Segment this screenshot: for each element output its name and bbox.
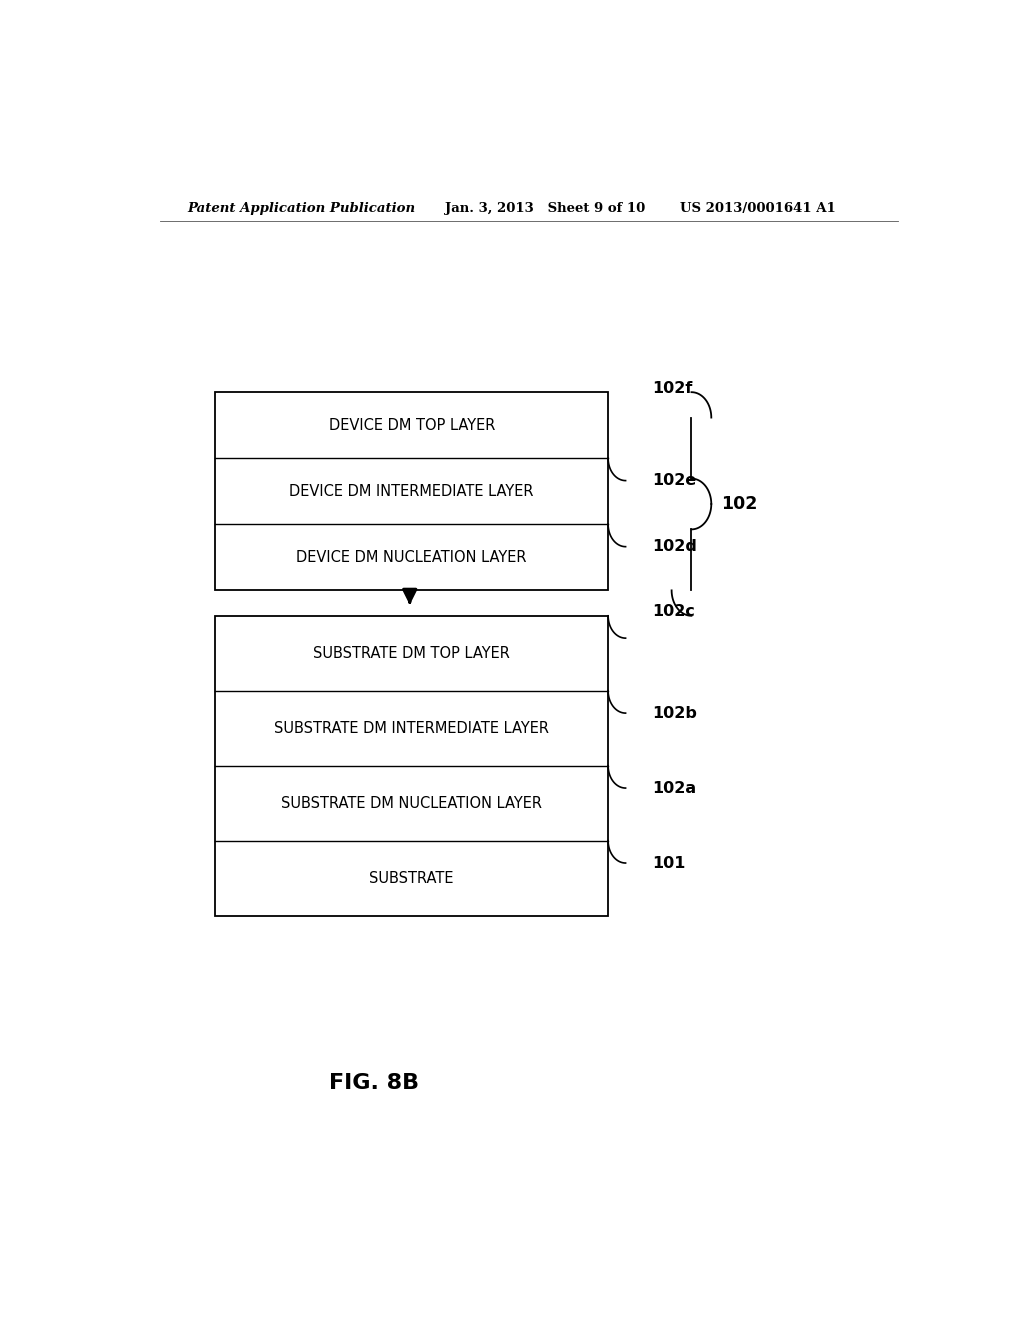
Text: 102b: 102b	[652, 706, 696, 721]
Bar	[215, 392, 608, 590]
Text: DEVICE DM INTERMEDIATE LAYER: DEVICE DM INTERMEDIATE LAYER	[290, 483, 534, 499]
Text: 102a: 102a	[652, 780, 696, 796]
Text: SUBSTRATE DM INTERMEDIATE LAYER: SUBSTRATE DM INTERMEDIATE LAYER	[274, 721, 549, 735]
Text: SUBSTRATE DM TOP LAYER: SUBSTRATE DM TOP LAYER	[313, 645, 510, 661]
Text: FIG. 8B: FIG. 8B	[329, 1073, 419, 1093]
Text: SUBSTRATE DM NUCLEATION LAYER: SUBSTRATE DM NUCLEATION LAYER	[282, 796, 543, 810]
Text: 102e: 102e	[652, 473, 696, 488]
Text: 102f: 102f	[652, 380, 692, 396]
Text: 102c: 102c	[652, 605, 694, 619]
Text: DEVICE DM NUCLEATION LAYER: DEVICE DM NUCLEATION LAYER	[297, 550, 527, 565]
Text: Jan. 3, 2013   Sheet 9 of 10: Jan. 3, 2013 Sheet 9 of 10	[445, 202, 646, 215]
Bar	[215, 615, 608, 916]
Text: 102d: 102d	[652, 539, 696, 554]
Text: 101: 101	[652, 855, 685, 870]
Text: US 2013/0001641 A1: US 2013/0001641 A1	[680, 202, 836, 215]
Text: DEVICE DM TOP LAYER: DEVICE DM TOP LAYER	[329, 417, 495, 433]
Text: SUBSTRATE: SUBSTRATE	[370, 871, 454, 886]
Text: 102: 102	[721, 495, 757, 513]
Text: Patent Application Publication: Patent Application Publication	[187, 202, 416, 215]
